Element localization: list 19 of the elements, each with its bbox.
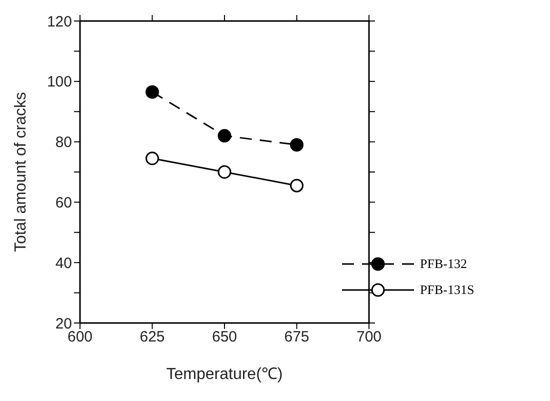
x-tick-label: 700	[356, 328, 382, 346]
point	[146, 85, 159, 99]
y-tick-label: 40	[55, 254, 72, 272]
point	[290, 138, 304, 152]
x-tick-label: 675	[284, 328, 310, 346]
x-tick-label: 625	[140, 328, 165, 346]
y-tick-label: 60	[55, 194, 72, 212]
x-axis-title: Temperature(℃)	[166, 366, 283, 383]
y-tick-label: 120	[46, 13, 72, 30]
point	[218, 165, 232, 179]
y-axis-title: Total amount of cracks	[12, 92, 30, 252]
y-tick-label: 100	[46, 74, 72, 91]
x-tick-label: 650	[212, 328, 238, 346]
text: PFB-132	[420, 256, 467, 272]
y-tick-label: 80	[55, 134, 72, 152]
point	[146, 152, 159, 166]
point	[218, 129, 232, 143]
point	[290, 178, 304, 192]
text: PFB-131S	[420, 282, 474, 298]
